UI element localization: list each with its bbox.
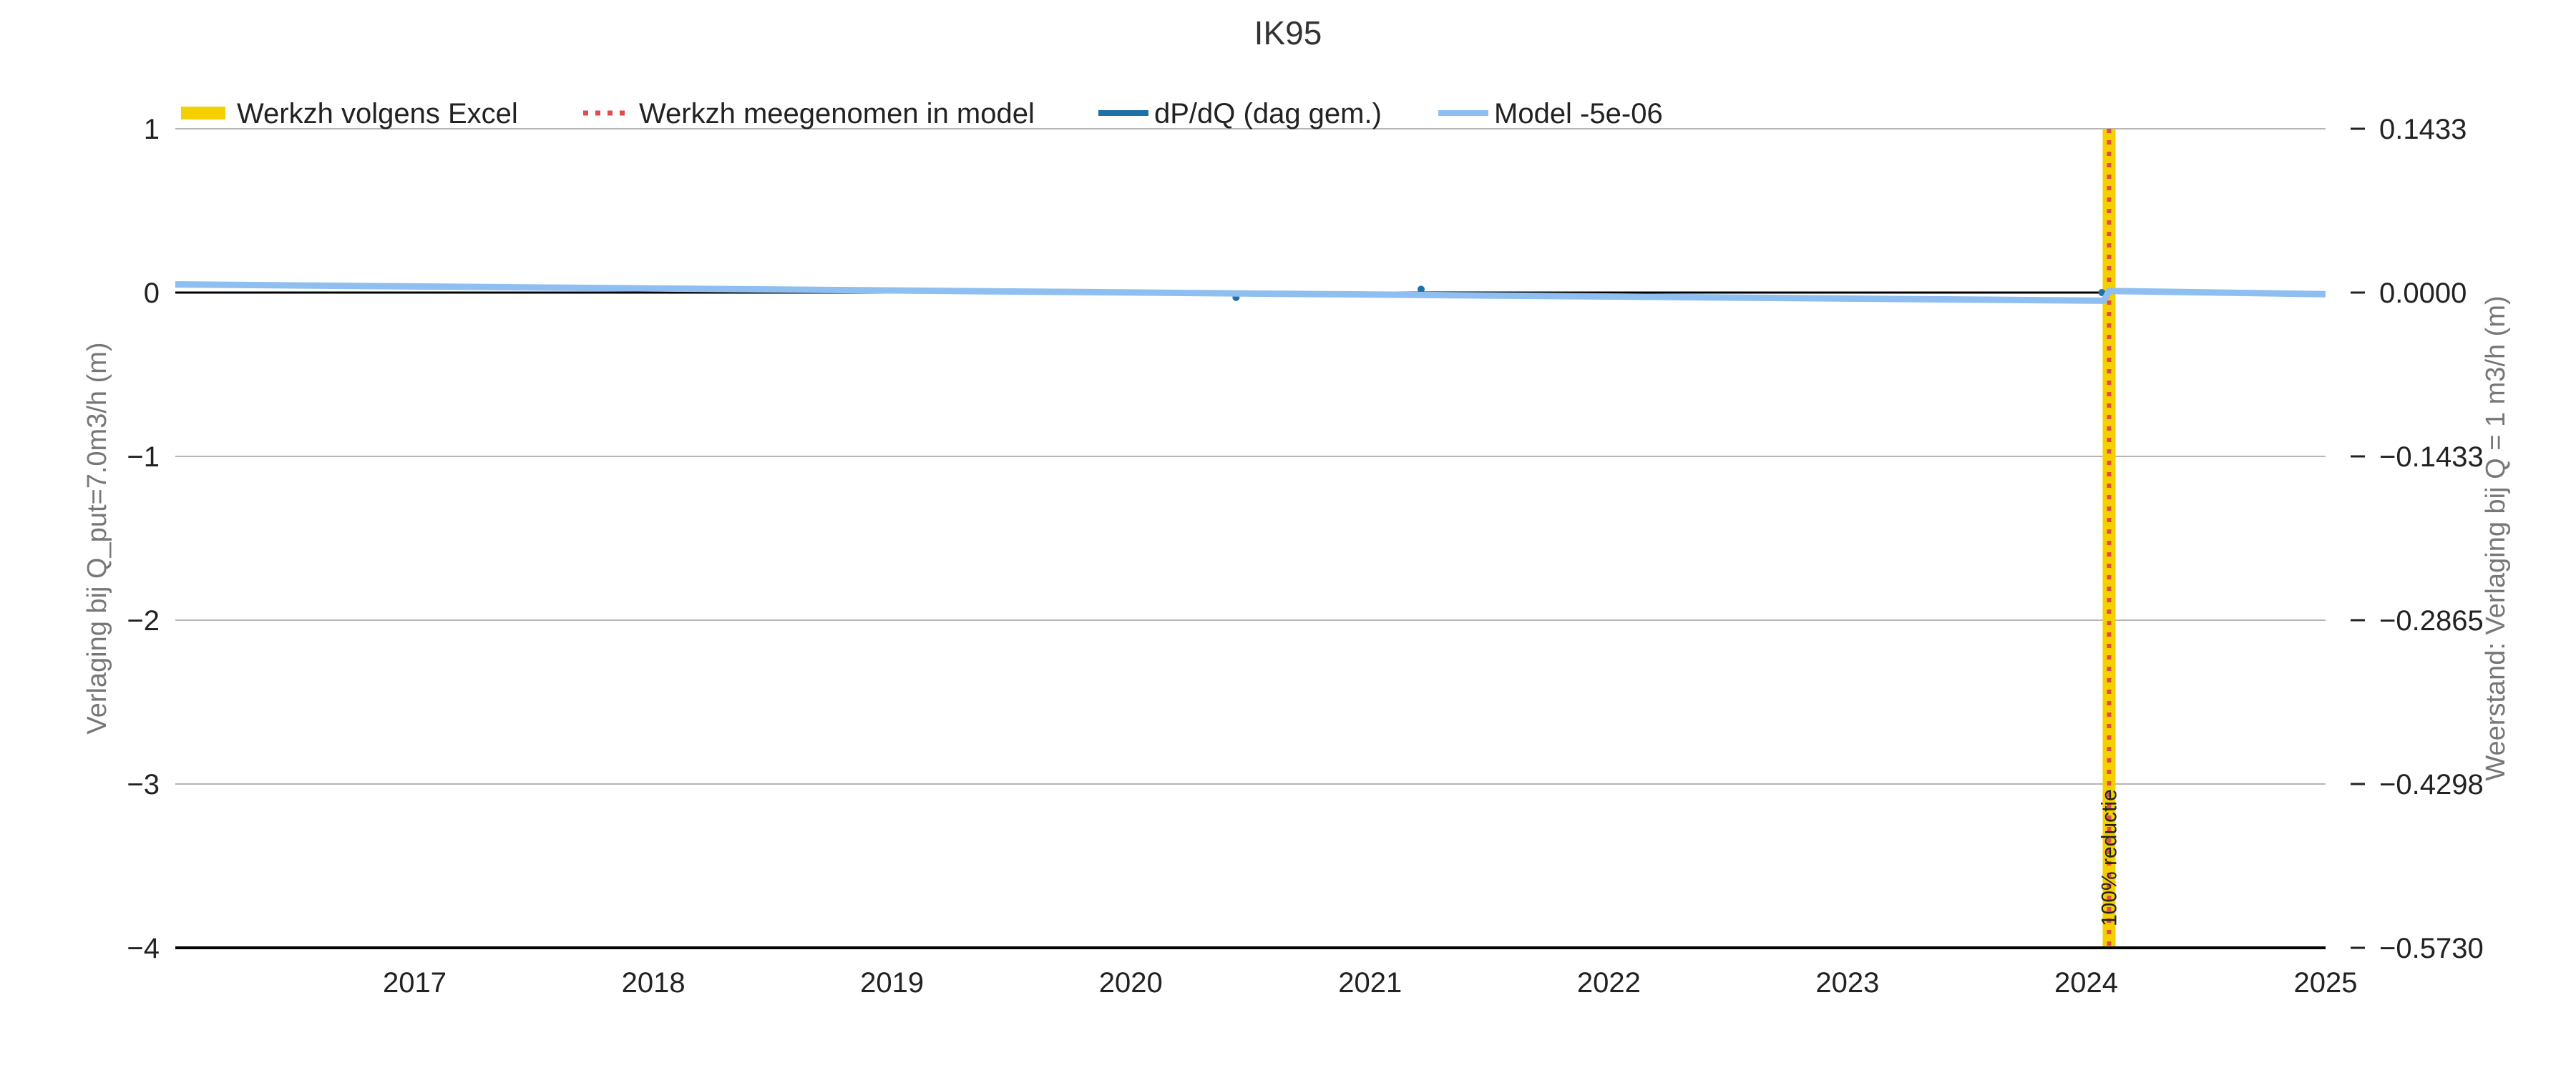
y-tick-right: 0.1433: [2379, 114, 2467, 145]
x-tick: 2023: [1815, 967, 1879, 999]
x-tick: 2024: [2054, 967, 2118, 999]
x-tick: 2021: [1338, 967, 1402, 999]
work-annotation: 100% reductie: [2097, 789, 2121, 926]
legend: Werkzh volgens Excel Werkzh meegenomen in…: [181, 98, 1663, 129]
y-tick-left: 1: [144, 114, 160, 145]
legend-label: dP/dQ (dag gem.): [1154, 98, 1382, 129]
series-line-model: [175, 281, 2326, 304]
legend-label: Model -5e-06: [1494, 98, 1663, 129]
x-tick: 2019: [860, 967, 924, 999]
y-tick-right: 0.0000: [2379, 278, 2467, 309]
y-axis-right-label: Weerstand: Verlaging bij Q = 1 m3/h (m): [2481, 295, 2511, 780]
chart-title: IK95: [1254, 14, 1322, 52]
x-tick: 2025: [2294, 967, 2358, 999]
x-tick: 2018: [622, 967, 686, 999]
legend-label: Werkzh volgens Excel: [237, 98, 518, 129]
y-tick-left: −3: [127, 769, 160, 800]
axis-layer: 1 0.1433 0 0.0000 −1 −0.1433 −2 −0.2865 −3 −0.429…: [82, 114, 2511, 999]
y-tick-right: −0.2865: [2379, 605, 2484, 637]
x-tick: 2020: [1099, 967, 1163, 999]
legend-label: Werkzh meegenomen in model: [639, 98, 1035, 129]
y-tick-left: −2: [127, 605, 160, 637]
y-axis-left-label: Verlaging bij Q_put=7.0m3/h (m): [82, 342, 112, 734]
x-tick: 2017: [383, 967, 447, 999]
y-tick-left: −4: [127, 933, 160, 964]
y-tick-right: −0.5730: [2379, 933, 2484, 964]
y-tick-right: −0.4298: [2379, 769, 2484, 800]
series-point-dpdq: [1418, 285, 1425, 293]
y-tick-right: −0.1433: [2379, 441, 2484, 473]
y-tick-left: 0: [144, 278, 160, 309]
x-tick: 2022: [1577, 967, 1641, 999]
y-tick-left: −1: [127, 441, 160, 473]
legend-swatch-band: [181, 107, 225, 119]
grid-layer: [175, 128, 2326, 785]
work-band-layer: 100% reductie: [2097, 129, 2121, 948]
work-band: [2102, 129, 2116, 948]
series-layer: [175, 281, 2326, 304]
